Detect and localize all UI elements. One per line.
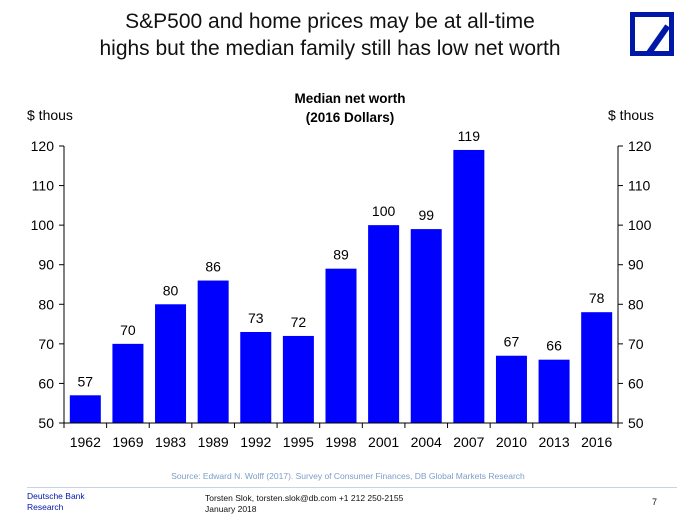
source-note: Source: Edward N. Wolff (2017). Survey o… <box>171 471 525 481</box>
x-tick-label-1995: 1995 <box>283 434 314 450</box>
data-label-1989: 86 <box>205 259 221 275</box>
bar-1969 <box>112 343 144 423</box>
chart-title: Median net worth (2016 Dollars) <box>200 89 500 127</box>
y-tick-label-right-60: 60 <box>628 375 644 391</box>
chart-title-line-2: (2016 Dollars) <box>305 110 395 125</box>
bar-1995 <box>282 335 314 423</box>
y-tick-label-right-120: 120 <box>628 138 652 154</box>
x-tick-label-2001: 2001 <box>368 434 399 450</box>
x-tick-label-1983: 1983 <box>155 434 186 450</box>
x-tick-label-1998: 1998 <box>325 434 356 450</box>
contact-line-2: January 2018 <box>205 504 257 514</box>
footer-contact: Torsten Slok, torsten.slok@db.com +1 212… <box>205 493 403 515</box>
y-tick-label-right-70: 70 <box>628 336 644 352</box>
data-label-1962: 57 <box>78 373 94 389</box>
bar-2007 <box>453 149 485 423</box>
bar-2001 <box>368 225 400 423</box>
bar-2016 <box>581 312 613 423</box>
y-tick-label-right-90: 90 <box>628 257 644 273</box>
slide-title-line-2: highs but the median family still has lo… <box>99 37 561 60</box>
y-tick-label-left-120: 120 <box>31 138 55 154</box>
data-label-2016: 78 <box>589 290 605 306</box>
x-tick-label-2007: 2007 <box>453 434 484 450</box>
data-label-2004: 99 <box>418 207 434 223</box>
data-label-2001: 100 <box>372 203 396 219</box>
bar-1983 <box>155 304 187 423</box>
y-tick-label-left-100: 100 <box>31 217 55 233</box>
bar-2010 <box>495 355 527 423</box>
x-tick-label-2010: 2010 <box>496 434 527 450</box>
y-tick-label-left-70: 70 <box>38 336 54 352</box>
data-label-1998: 89 <box>333 247 349 263</box>
deutsche-bank-logo-icon <box>630 12 674 56</box>
data-label-2013: 66 <box>546 338 562 354</box>
x-tick-label-1992: 1992 <box>240 434 271 450</box>
y-tick-label-right-80: 80 <box>628 296 644 312</box>
slide-title: S&P500 and home prices may be at all-tim… <box>30 8 630 62</box>
data-label-1969: 70 <box>120 322 136 338</box>
brand-line-2: Research <box>27 502 64 512</box>
x-tick-label-1969: 1969 <box>112 434 143 450</box>
y-tick-label-left-50: 50 <box>38 415 54 431</box>
x-tick-label-2013: 2013 <box>538 434 569 450</box>
data-label-1983: 80 <box>163 282 179 298</box>
brand-line-1: Deutsche Bank <box>27 491 85 501</box>
footer-brand: Deutsche Bank Research <box>27 491 85 513</box>
contact-line-1: Torsten Slok, torsten.slok@db.com +1 212… <box>205 493 404 503</box>
x-tick-label-1962: 1962 <box>70 434 101 450</box>
y-tick-label-right-100: 100 <box>628 217 652 233</box>
y-tick-label-right-50: 50 <box>628 415 644 431</box>
data-label-1992: 73 <box>248 310 264 326</box>
data-label-2007: 119 <box>458 128 481 144</box>
bar-1998 <box>325 268 357 423</box>
y-axis-left-unit-label: $ thous <box>27 107 73 123</box>
bar-2013 <box>538 359 570 423</box>
bar-2004 <box>410 229 442 423</box>
data-label-2010: 67 <box>504 334 520 350</box>
y-axis-right-unit-label: $ thous <box>608 107 654 123</box>
x-tick-label-1989: 1989 <box>198 434 229 450</box>
slide-title-line-1: S&P500 and home prices may be at all-tim… <box>125 10 535 33</box>
y-tick-label-left-80: 80 <box>38 296 54 312</box>
y-tick-label-right-110: 110 <box>628 178 651 194</box>
x-tick-label-2004: 2004 <box>411 434 442 450</box>
bar-1962 <box>69 395 101 423</box>
y-tick-label-left-110: 110 <box>32 178 55 194</box>
chart-title-line-1: Median net worth <box>294 91 406 106</box>
footer-divider <box>27 487 677 488</box>
x-tick-label-2016: 2016 <box>581 434 612 450</box>
bar-1992 <box>240 331 272 423</box>
y-tick-label-left-90: 90 <box>38 257 54 273</box>
page-number: 7 <box>652 497 658 507</box>
bar-1989 <box>197 280 229 423</box>
data-label-1995: 72 <box>291 314 307 330</box>
y-tick-label-left-60: 60 <box>38 375 54 391</box>
